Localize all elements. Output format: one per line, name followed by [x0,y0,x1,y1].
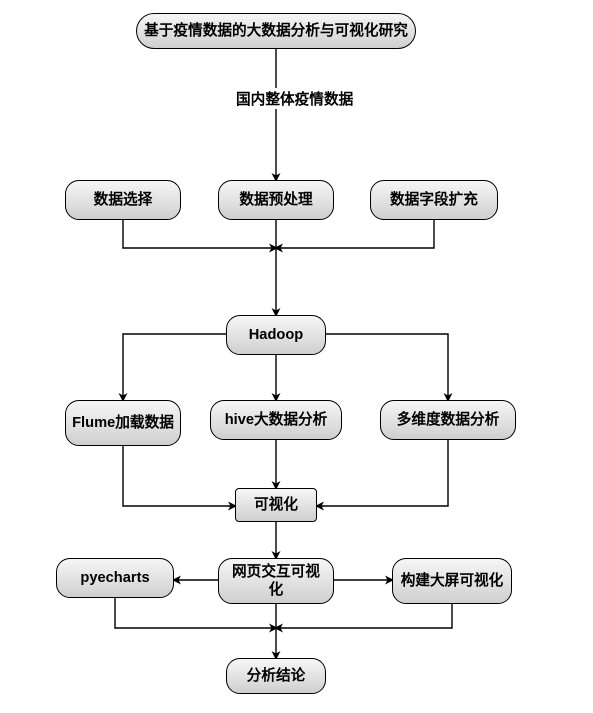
edge-label: 国内整体疫情数据 [236,88,353,109]
node-n_hadoop: Hadoop [226,315,326,355]
edge-4 [123,334,226,400]
edge-5 [326,334,448,400]
node-n_web: 网页交互可视化 [218,558,334,604]
node-n_hive: hive大数据分析 [210,400,342,440]
node-n_concl: 分析结论 [226,658,326,694]
edge-8 [123,446,235,506]
node-n_pyecharts: pyecharts [56,558,174,598]
node-n_multi: 多维度数据分析 [380,400,516,440]
node-n_sel: 数据选择 [65,180,181,220]
node-label: hive大数据分析 [225,411,328,429]
node-label: 基于疫情数据的大数据分析与可视化研究 [144,22,408,40]
node-label: 数据选择 [94,191,153,209]
edge-2 [276,220,434,248]
node-label: 构建大屏可视化 [401,572,504,590]
node-n_vis: 可视化 [235,488,317,522]
node-label: 可视化 [254,496,298,514]
flowchart-canvas: 基于疫情数据的大数据分析与可视化研究数据选择 数据预处理 数据字段扩充 Hadoop F… [0,0,593,713]
node-label: 网页交互可视化 [225,563,327,600]
node-n_flume: Flume加载数据 [65,400,181,446]
edge-14 [276,604,452,628]
node-label: Hadoop [249,326,304,344]
node-label: Flume加载数据 [72,414,174,432]
node-label: 数据预处理 [239,191,312,209]
node-label: pyecharts [80,569,149,587]
node-label: 多维度数据分析 [397,411,500,429]
node-n_title: 基于疫情数据的大数据分析与可视化研究 [136,13,416,49]
node-label: 分析结论 [247,667,306,685]
node-n_pre: 数据预处理 [218,180,334,220]
node-n_screen: 构建大屏可视化 [392,558,512,604]
edge-1 [123,220,276,248]
node-label: 数据字段扩充 [390,191,478,209]
edge-9 [317,440,448,506]
node-n_ext: 数据字段扩充 [370,180,498,220]
